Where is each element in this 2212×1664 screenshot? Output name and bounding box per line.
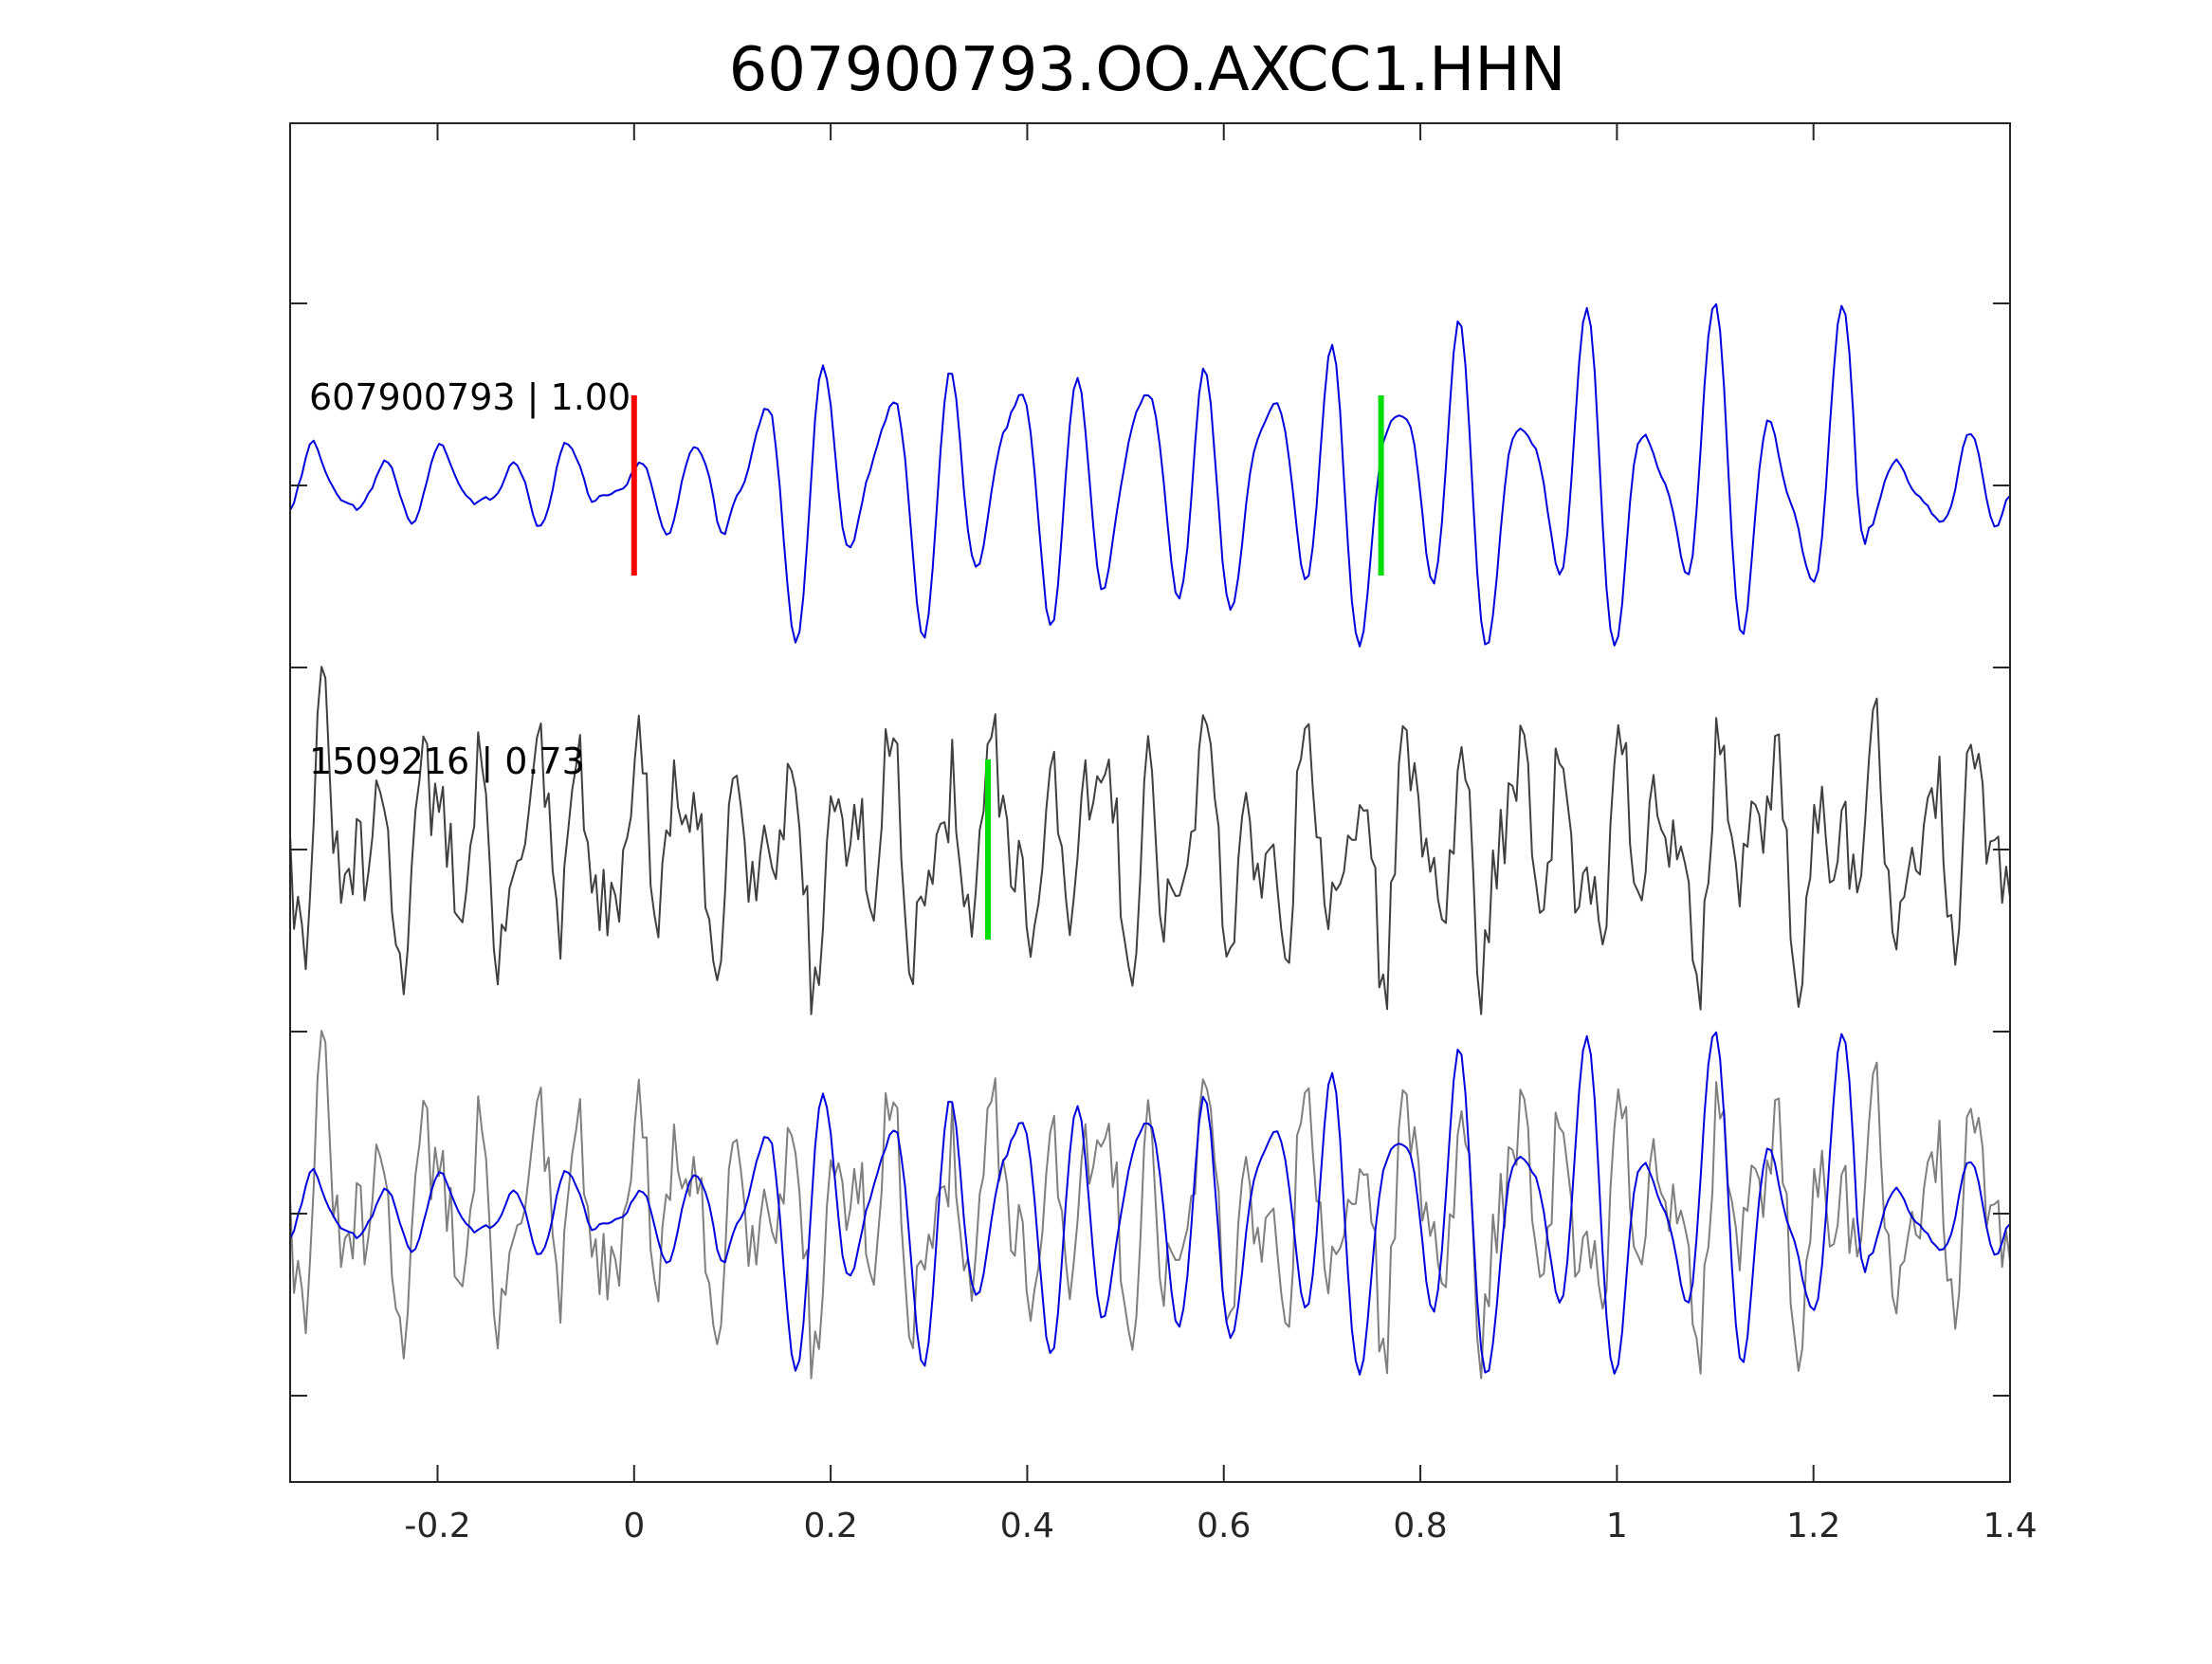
x-tick-label: 0.6 bbox=[1197, 1507, 1251, 1545]
plot-frame bbox=[289, 122, 2011, 1483]
x-tick-label: 0.2 bbox=[803, 1507, 857, 1545]
trace-line-0 bbox=[289, 302, 2011, 648]
trace-label-0: 607900793 | 1.00 bbox=[309, 376, 631, 419]
picks-layer bbox=[631, 395, 1384, 940]
chart-title: 607900793.OO.AXCC1.HHN bbox=[729, 35, 1566, 105]
ticks-layer: -0.2 0 0.2 0.4 0.6 0.8 1 1.2 1.4 bbox=[290, 123, 2038, 1545]
trace-label-1: 1509216 | 0.73 bbox=[309, 741, 585, 783]
traces-layer bbox=[289, 302, 2011, 1380]
x-tick-label: 1 bbox=[1606, 1507, 1628, 1545]
trace-line-2-neighbor bbox=[289, 1030, 2011, 1380]
x-tick-label: 0 bbox=[623, 1507, 645, 1545]
x-tick-label: 0.8 bbox=[1393, 1507, 1447, 1545]
labels-layer: 607900793 | 1.00 1509216 | 0.73 bbox=[309, 376, 631, 783]
x-tick-label: 1.4 bbox=[1983, 1507, 2037, 1545]
trace-line-1 bbox=[289, 666, 2011, 1015]
trace-line-2-template bbox=[289, 1031, 2011, 1376]
x-tick-label: 1.2 bbox=[1786, 1507, 1840, 1545]
x-tick-label: 0.4 bbox=[1000, 1507, 1054, 1545]
x-tick-label: -0.2 bbox=[404, 1507, 470, 1545]
